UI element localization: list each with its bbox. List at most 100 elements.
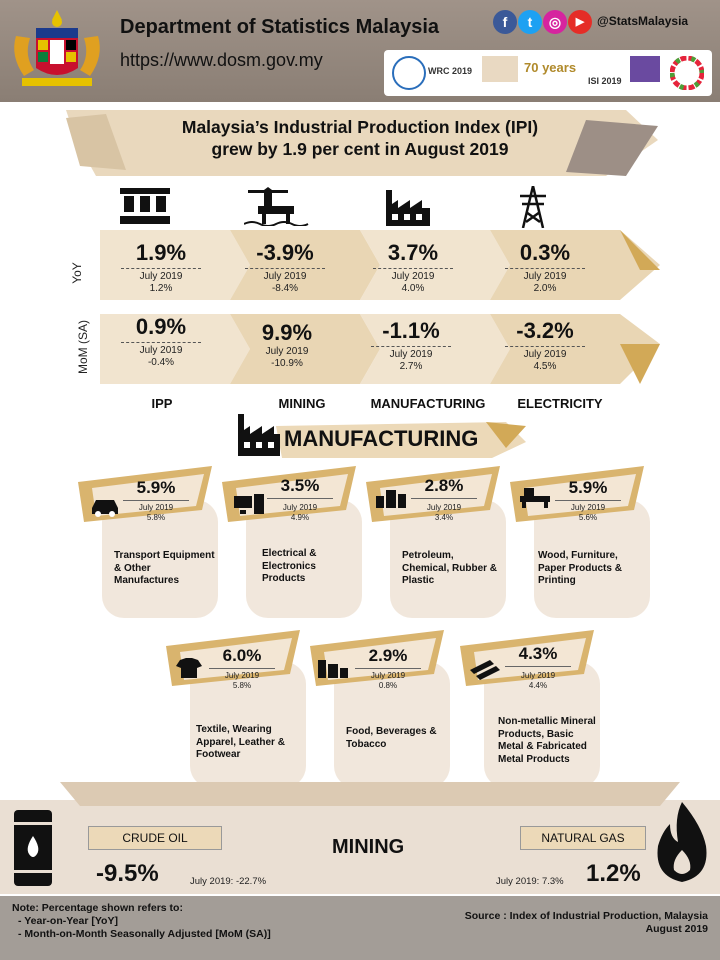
flame-icon — [657, 802, 707, 882]
electricity-mom-prev-label: July 2019 — [523, 349, 567, 360]
divider — [123, 500, 189, 501]
divider — [121, 342, 201, 343]
ipp-yoy-prev-label: July 2019 — [139, 271, 183, 282]
footer — [0, 896, 720, 960]
manufacturing-yoy-value: 3.7% — [387, 240, 439, 265]
manufacturing-card-electrical — [246, 500, 362, 618]
barrels-icon — [376, 490, 406, 508]
furniture-icon — [520, 488, 550, 508]
malaysia-coat-of-arms-icon — [14, 10, 100, 86]
card-prev-value: 4.4% — [528, 681, 548, 690]
manufacturing-yoy-cell: 3.7% July 2019 4.0% — [358, 240, 468, 295]
divider — [209, 668, 275, 669]
electricity-yoy-prev-label: July 2019 — [523, 271, 567, 282]
mining-yoy-cell: -3.9% July 2019 -8.4% — [230, 240, 340, 295]
card-label: Textile, Wearing Apparel, Leather & Foot… — [196, 724, 285, 760]
source-line-1: Source : Index of Industrial Production,… — [464, 910, 708, 922]
mom-band — [100, 314, 660, 384]
mining-mom-prev-label: July 2019 — [265, 346, 309, 357]
card-prev-label: July 2019 — [426, 503, 462, 512]
natural-gas-prev: July 2019: 7.3% — [496, 876, 564, 887]
youtube-icon[interactable]: ▶ — [568, 10, 592, 34]
card-prev-value: 5.8% — [146, 513, 166, 522]
manufacturing-card-transport — [102, 500, 218, 618]
manufacturing-mom-cell: -1.1% July 2019 2.7% — [356, 318, 466, 373]
card-prev-value: 0.8% — [378, 681, 398, 690]
car-icon — [92, 500, 118, 517]
column-electricity: ELECTRICITY — [517, 396, 603, 411]
natural-gas-tag: NATURAL GAS — [520, 826, 646, 850]
factory-icon — [238, 414, 280, 456]
card-prev-value: 5.6% — [578, 513, 598, 522]
card-prev-label: July 2019 — [224, 671, 260, 680]
crude-oil-tag: CRUDE OIL — [88, 826, 222, 850]
manufacturing-banner — [276, 422, 526, 458]
isi-logo: ISI 2019 — [588, 76, 622, 86]
mining-yoy-value: -3.9% — [256, 240, 314, 265]
website-link[interactable]: https://www.dosm.gov.my — [120, 50, 323, 70]
divider — [245, 268, 325, 269]
crude-oil-value: -9.5% — [96, 860, 159, 887]
ipp-mom-value: 0.9% — [135, 314, 187, 339]
electricity-mom-cell: -3.2% July 2019 4.5% — [490, 318, 600, 373]
yoy-band — [100, 230, 660, 300]
ipp-mom-prev-label: July 2019 — [139, 345, 183, 356]
mining-yoy-prev-value: -8.4% — [271, 283, 299, 294]
food-icon — [318, 660, 348, 678]
manufacturing-mom-prev-label: July 2019 — [389, 349, 433, 360]
card-prev-value: 5.8% — [232, 681, 252, 690]
instagram-icon[interactable]: ◎ — [543, 10, 567, 34]
card-prev-label: July 2019 — [370, 671, 406, 680]
electricity-yoy-prev-value: 2.0% — [533, 283, 557, 294]
crude-oil-prev: July 2019: -22.7% — [190, 876, 267, 887]
card-stripe — [166, 630, 300, 686]
column-mining: MINING — [278, 396, 326, 411]
card-prev-value: 4.9% — [290, 513, 310, 522]
title-line-1: Malaysia’s Industrial Production Index (… — [181, 117, 539, 137]
manufacturing-yoy-prev-label: July 2019 — [391, 271, 435, 282]
title-banner — [66, 110, 658, 176]
manufacturing-title: MANUFACTURING — [284, 426, 479, 451]
oil-barrel-icon — [14, 810, 52, 886]
page-title: Malaysia’s Industrial Production Index (… — [100, 116, 620, 160]
electricity-yoy-cell: 0.3% July 2019 2.0% — [490, 240, 600, 295]
mining-mom-prev-value: -10.9% — [271, 358, 303, 369]
card-stripe — [78, 466, 212, 522]
manufacturing-mom-prev-value: 2.7% — [399, 361, 423, 372]
mining-mom-value: 9.9% — [261, 320, 313, 345]
mining-platform-top — [60, 782, 680, 806]
manufacturing-card-textile — [190, 662, 306, 788]
sdg-wheel-icon — [670, 56, 704, 90]
card-value: 5.9% — [568, 478, 608, 497]
manufacturing-card-food — [334, 662, 450, 788]
card-value: 6.0% — [222, 646, 262, 665]
anniversary-logo: 70 years — [524, 60, 577, 75]
card-value: 2.8% — [424, 476, 464, 495]
wrc-logo: WRC 2019 — [428, 66, 473, 76]
mining-mom-cell: 9.9% July 2019 -10.9% — [232, 320, 342, 370]
manufacturing-card-petroleum — [390, 500, 506, 618]
card-stripe — [510, 466, 644, 522]
facebook-icon[interactable]: f — [493, 10, 517, 34]
card-label: Electrical & Electronics Products — [262, 548, 317, 584]
oil-rig-icon — [244, 187, 309, 226]
divider — [555, 500, 621, 501]
ipp-yoy-value: 1.9% — [135, 240, 187, 265]
manufacturing-card-metal — [484, 662, 600, 788]
note-mom: - Month-on-Month Seasonally Adjusted [Mo… — [18, 928, 271, 940]
divider — [505, 666, 571, 667]
social-handle[interactable]: @StatsMalaysia — [597, 14, 689, 28]
twitter-icon[interactable]: t — [518, 10, 542, 34]
people-logo-icon — [630, 56, 660, 82]
divider — [355, 668, 421, 669]
card-label: Food, Beverages & Tobacco — [346, 726, 437, 750]
electricity-mom-prev-value: 4.5% — [533, 361, 557, 372]
title-line-2: grew by 1.9 per cent in August 2019 — [211, 139, 509, 159]
card-value: 2.9% — [368, 646, 408, 665]
building-logo-icon — [482, 56, 518, 82]
partner-logo-strip: WRC 2019 70 years ISI 2019 — [384, 50, 712, 96]
ipp-yoy-cell: 1.9% July 2019 1.2% — [106, 240, 216, 295]
card-prev-label: July 2019 — [138, 503, 174, 512]
natural-gas-value: 1.2% — [586, 860, 641, 887]
electricity-yoy-value: 0.3% — [519, 240, 571, 265]
